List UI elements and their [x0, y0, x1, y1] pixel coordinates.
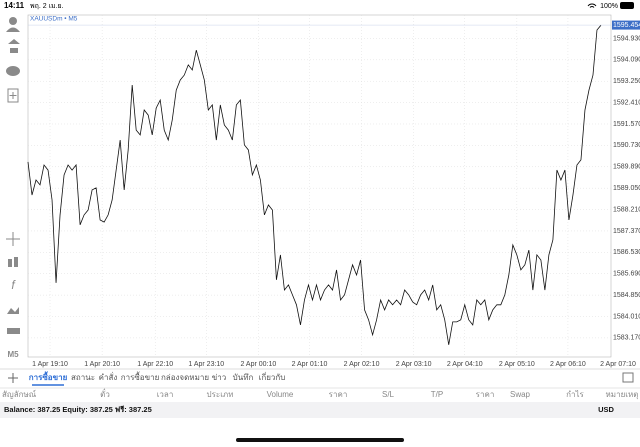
x-tick-label: 1 Apr 20:10: [84, 361, 120, 368]
column-header: กำไร: [566, 390, 584, 399]
y-tick-label: 1584.010: [613, 313, 640, 320]
chat-icon[interactable]: [6, 66, 20, 76]
x-tick-label: 2 Apr 04:10: [447, 361, 483, 368]
chart-frame: [27, 14, 612, 358]
home-indicator: [236, 438, 404, 442]
tab[interactable]: ข่าว: [212, 373, 226, 382]
x-tick-label: 2 Apr 06:10: [550, 361, 586, 368]
y-tick-label: 1592.410: [613, 99, 640, 106]
column-header: S/L: [382, 390, 395, 399]
x-tick-label: 1 Apr 22:10: [137, 361, 173, 368]
column-header: เวลา: [157, 390, 174, 399]
column-header: Swap: [510, 390, 531, 399]
column-header: T/P: [431, 390, 443, 399]
column-header: ราคา: [476, 390, 495, 399]
y-tick-label: 1584.850: [613, 292, 640, 299]
column-header: สัญลักษณ์: [2, 389, 37, 399]
tab[interactable]: การซื้อขาย: [29, 371, 68, 382]
templates-icon[interactable]: [7, 328, 20, 334]
y-tick-label: 1588.210: [613, 206, 640, 213]
chart: 1583.170 1584.010 1584.850 1585.690 1586.530…: [27, 15, 640, 368]
y-tick-label: 1583.170: [613, 335, 640, 342]
current-price-box: [612, 20, 640, 30]
crosshair-icon[interactable]: [6, 232, 20, 246]
objects-icon[interactable]: [7, 307, 19, 314]
new-order-plus: [9, 92, 17, 99]
add-button[interactable]: [8, 373, 18, 383]
y-tick-label: 1589.890: [613, 164, 640, 171]
tab[interactable]: คำสั่ง: [99, 371, 118, 382]
account-icon-body: [6, 27, 20, 32]
timeframe-button[interactable]: M5: [7, 350, 19, 359]
tab[interactable]: การซื้อขาย: [121, 371, 160, 382]
x-tick-label: 2 Apr 07:10: [600, 361, 636, 368]
status-time: 14:11: [4, 1, 25, 10]
tab-bar: การซื้อขาย สถานะ คำสั่ง การซื้อขาย กล่องจดหม…: [29, 371, 286, 386]
indicator-icon[interactable]: f: [11, 278, 16, 292]
x-tick-label: 2 Apr 02:10: [344, 361, 380, 368]
y-tick-label: 1585.690: [613, 271, 640, 278]
column-header: Volume: [267, 390, 294, 399]
y-tick-label: 1594.090: [613, 57, 640, 64]
y-tick-label: 1591.570: [613, 121, 640, 128]
currency: USD: [598, 405, 614, 414]
trade-icon[interactable]: [8, 39, 20, 53]
battery-text: 100%: [600, 3, 618, 10]
table-header: สัญลักษณ์ ตั๋ว เวลา ประเภท Volume ราคา S/L T/P ร…: [2, 388, 638, 399]
tab[interactable]: บันทึก: [233, 373, 254, 382]
balance-summary: Balance: 387.25 Equity: 387.25 ฟรี: 387.…: [4, 405, 152, 414]
y-tick-label: 1586.530: [613, 249, 640, 256]
balance-row-bg: [0, 402, 640, 418]
y-tick-label: 1589.050: [613, 185, 640, 192]
tab[interactable]: เกี่ยวกับ: [259, 371, 286, 382]
candles-icon-2: [14, 257, 18, 267]
chart-title: XAUUSDm • M5: [30, 16, 78, 23]
y-tick-label: 1594.930: [613, 35, 640, 42]
x-tick-label: 2 Apr 01:10: [292, 361, 328, 368]
current-price-label: 1595.454: [613, 22, 640, 29]
tab[interactable]: สถานะ: [71, 373, 95, 382]
account-icon[interactable]: [9, 17, 17, 25]
x-tick-label: 2 Apr 05:10: [499, 361, 535, 368]
column-header: ประเภท: [207, 390, 234, 399]
tab[interactable]: กล่องจดหมาย: [161, 373, 209, 382]
x-tick-label: 1 Apr 19:10: [32, 361, 68, 368]
left-toolbar: f M5: [6, 17, 20, 359]
battery-icon: [620, 2, 634, 9]
column-header: หมายเหตุ: [606, 390, 639, 399]
column-header: ราคา: [329, 390, 348, 399]
price-line: [27, 24, 602, 345]
y-tick-label: 1590.730: [613, 142, 640, 149]
y-tick-label: 1593.250: [613, 78, 640, 85]
y-tick-label: 1587.370: [613, 228, 640, 235]
candles-icon[interactable]: [8, 259, 12, 267]
column-header: ตั๋ว: [100, 388, 110, 399]
layout-button[interactable]: [622, 372, 634, 383]
x-tick-label: 2 Apr 00:10: [240, 361, 276, 368]
x-tick-label: 1 Apr 23:10: [188, 361, 224, 368]
new-order-icon[interactable]: [7, 88, 19, 103]
x-tick-label: 2 Apr 03:10: [396, 361, 432, 368]
status-date: พฤ. 2 เม.ย.: [30, 3, 64, 10]
wifi-icon: [587, 3, 597, 8]
